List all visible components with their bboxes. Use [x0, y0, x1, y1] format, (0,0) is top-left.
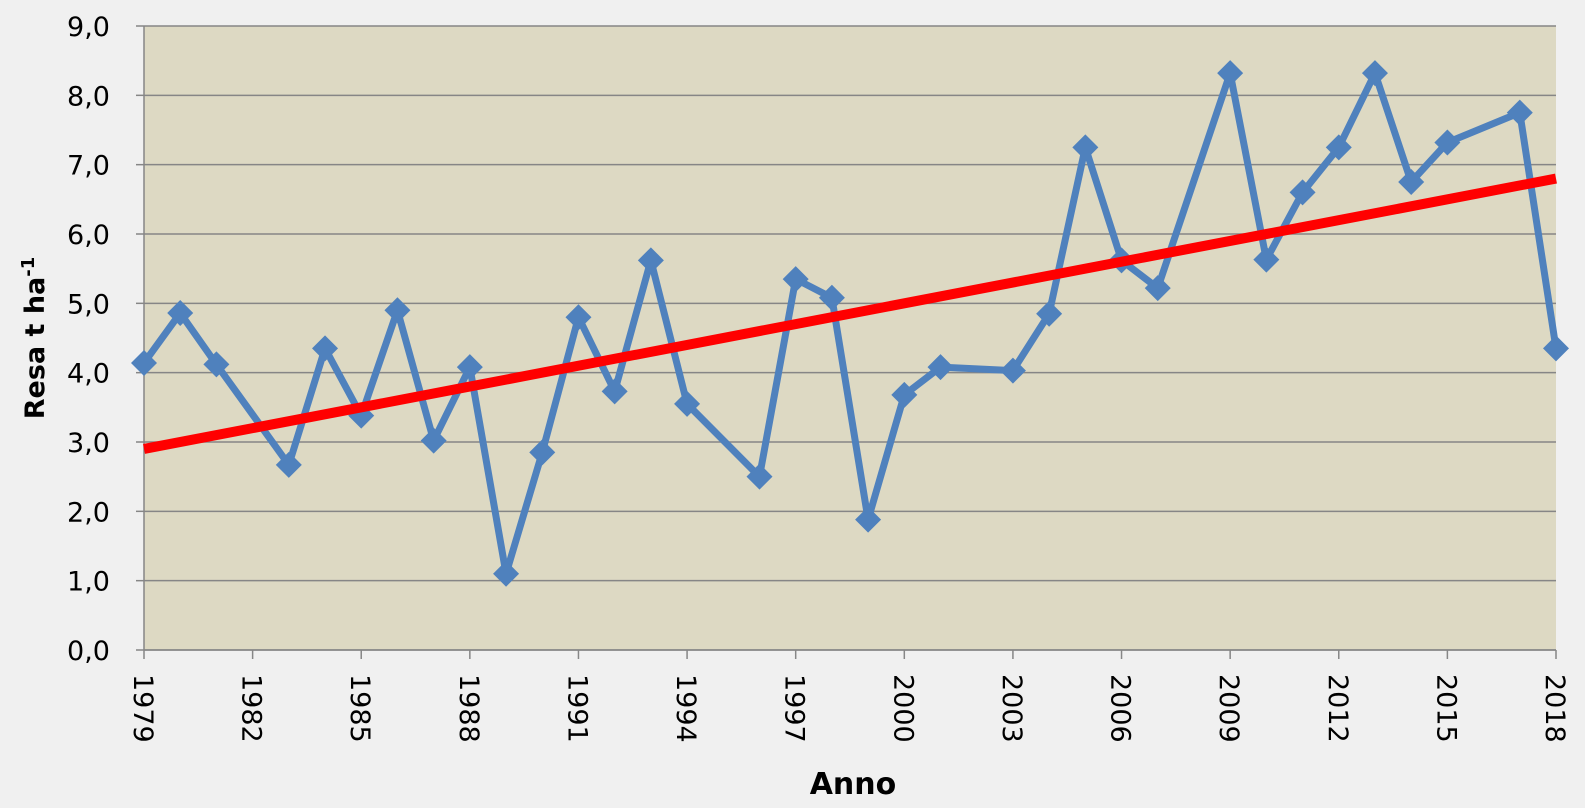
x-tick-label: 1979 [127, 674, 158, 743]
x-tick-label: 1991 [561, 674, 592, 743]
data-marker [203, 351, 230, 378]
x-tick-label: 2006 [1105, 674, 1136, 743]
data-marker [312, 335, 339, 362]
x-tick-label: 1988 [453, 674, 484, 743]
data-marker [1543, 335, 1569, 362]
data-marker [1434, 129, 1461, 156]
x-tick-label: 1994 [670, 674, 701, 743]
data-marker [927, 354, 954, 381]
plot-area [144, 26, 1556, 650]
data-marker [1398, 169, 1425, 195]
x-tick-label: 2012 [1322, 674, 1353, 743]
x-tick-label: 2000 [887, 674, 918, 743]
data-marker [1217, 60, 1244, 87]
y-axis-title-superscript: -1 [18, 257, 39, 277]
data-marker [1289, 179, 1316, 206]
x-axis-title: Anno [810, 767, 897, 802]
y-tick-label: 2,0 [67, 497, 110, 528]
x-tick-label: 2015 [1430, 674, 1461, 743]
data-marker [1361, 60, 1388, 87]
data-marker [637, 247, 664, 274]
data-marker [1072, 134, 1099, 161]
y-tick-label: 3,0 [67, 428, 110, 459]
data-marker [1253, 246, 1280, 273]
y-tick-label: 7,0 [67, 151, 110, 182]
data-marker [493, 560, 520, 587]
x-tick-label: 2009 [1213, 674, 1244, 743]
data-marker [746, 463, 773, 490]
y-tick-label: 6,0 [67, 220, 110, 251]
data-marker [1325, 134, 1352, 161]
x-tick-label: 2003 [996, 674, 1027, 743]
data-marker [1506, 99, 1533, 126]
data-marker [565, 304, 592, 331]
data-marker [782, 266, 809, 293]
data-marker [601, 378, 628, 405]
y-tick-label: 0,0 [67, 636, 110, 667]
data-marker [167, 300, 194, 327]
data-marker [1036, 300, 1063, 327]
data-marker [674, 390, 701, 417]
y-tick-label: 9,0 [67, 12, 110, 43]
data-marker [275, 451, 302, 478]
y-axis-title: Resa t ha-1 [18, 257, 51, 420]
x-tick-label: 1985 [344, 674, 375, 743]
data-marker [818, 284, 845, 311]
data-marker [891, 381, 918, 408]
x-tick-label: 1997 [779, 674, 810, 743]
data-marker [131, 349, 157, 376]
y-tick-label: 1,0 [67, 567, 110, 598]
x-tick-label: 2018 [1539, 674, 1570, 743]
data-marker [384, 297, 411, 324]
data-marker [855, 506, 882, 533]
data-marker [456, 354, 483, 381]
data-marker [529, 439, 556, 466]
y-tick-label: 4,0 [67, 359, 110, 390]
data-marker [420, 427, 447, 454]
trend-line [143, 173, 1557, 454]
y-tick-label: 5,0 [67, 289, 110, 320]
x-tick-label: 1982 [236, 674, 267, 743]
y-axis-title-main: Resa t ha [20, 277, 51, 420]
data-marker [1144, 275, 1171, 302]
data-marker [999, 357, 1026, 384]
y-tick-label: 8,0 [67, 81, 110, 112]
